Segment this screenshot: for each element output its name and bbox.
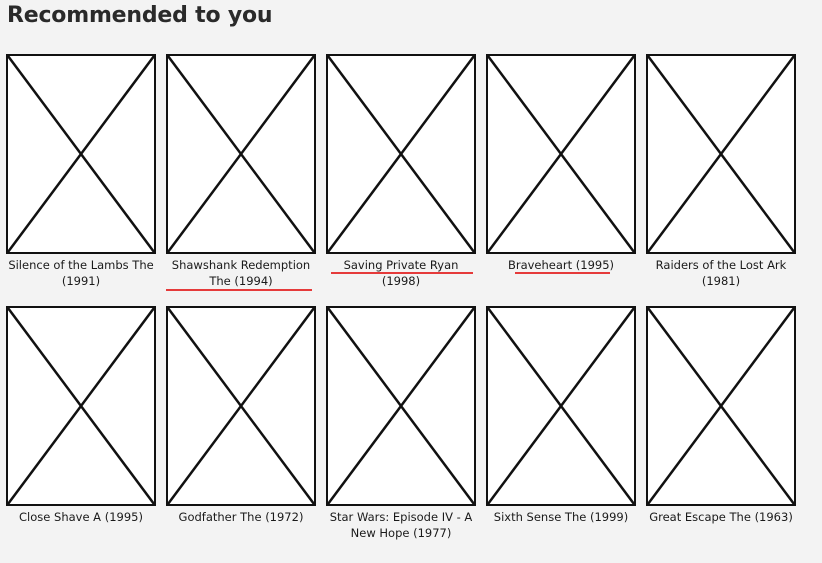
movie-title-link[interactable]: Sixth Sense The (1999) [493, 510, 629, 524]
movie-poster[interactable] [166, 54, 316, 254]
movie-card[interactable]: Shawshank Redemption The (1994) [166, 54, 316, 291]
broken-image-icon [488, 56, 634, 252]
movie-title-link[interactable]: Raiders of the Lost Ark (1981) [655, 258, 787, 288]
movie-row-1: Silence of the Lambs The (1991) Shawshan… [6, 54, 822, 306]
movie-poster[interactable] [646, 54, 796, 254]
movie-title[interactable]: Shawshank Redemption The (1994) [166, 257, 316, 289]
spellcheck-underline [166, 289, 312, 291]
broken-image-icon [488, 308, 634, 504]
movie-title[interactable]: Godfather The (1972) [166, 509, 316, 525]
movie-poster[interactable] [166, 306, 316, 506]
movie-card[interactable]: Godfather The (1972) [166, 306, 316, 525]
movie-card[interactable]: Silence of the Lambs The (1991) [6, 54, 156, 289]
movie-title[interactable]: Great Escape The (1963) [646, 509, 796, 525]
movie-poster[interactable] [646, 306, 796, 506]
broken-image-icon [168, 308, 314, 504]
broken-image-icon [168, 56, 314, 252]
movie-poster[interactable] [486, 306, 636, 506]
movie-card[interactable]: Saving Private Ryan (1998) [326, 54, 476, 289]
spellcheck-underline [515, 272, 610, 274]
movie-title[interactable]: Raiders of the Lost Ark (1981) [646, 257, 796, 289]
movie-title-link[interactable]: Great Escape The (1963) [649, 510, 793, 524]
movie-title[interactable]: Close Shave A (1995) [6, 509, 156, 525]
movie-card[interactable]: Star Wars: Episode IV - A New Hope (1977… [326, 306, 476, 541]
broken-image-icon [8, 56, 154, 252]
movie-poster[interactable] [486, 54, 636, 254]
broken-image-icon [648, 56, 794, 252]
spellcheck-underline [331, 272, 473, 274]
movie-card[interactable]: Close Shave A (1995) [6, 306, 156, 525]
movie-card[interactable]: Braveheart (1995) [486, 54, 636, 274]
movie-row-2: Close Shave A (1995) Godfather The (1972… [6, 306, 822, 558]
movie-poster[interactable] [326, 306, 476, 506]
movie-title[interactable]: Star Wars: Episode IV - A New Hope (1977… [326, 509, 476, 541]
movie-grid: Silence of the Lambs The (1991) Shawshan… [6, 54, 822, 558]
movie-title[interactable]: Saving Private Ryan (1998) [326, 257, 476, 289]
movie-title-link[interactable]: Silence of the Lambs The (1991) [8, 258, 154, 288]
movie-title-link[interactable]: Close Shave A (1995) [19, 510, 143, 524]
movie-title-link[interactable]: Star Wars: Episode IV - A New Hope (1977… [329, 510, 473, 540]
broken-image-icon [648, 308, 794, 504]
movie-title[interactable]: Braveheart (1995) [486, 257, 636, 273]
movie-title[interactable]: Silence of the Lambs The (1991) [6, 257, 156, 289]
broken-image-icon [8, 308, 154, 504]
movie-poster[interactable] [6, 306, 156, 506]
movie-title-link[interactable]: Braveheart (1995) [507, 258, 615, 272]
movie-card[interactable]: Raiders of the Lost Ark (1981) [646, 54, 796, 289]
movie-card[interactable]: Great Escape The (1963) [646, 306, 796, 525]
movie-title-link[interactable]: Saving Private Ryan (1998) [343, 258, 459, 288]
movie-title-link[interactable]: Godfather The (1972) [178, 510, 304, 524]
broken-image-icon [328, 308, 474, 504]
movie-card[interactable]: Sixth Sense The (1999) [486, 306, 636, 525]
page-title: Recommended to you [7, 3, 273, 28]
movie-poster[interactable] [6, 54, 156, 254]
broken-image-icon [328, 56, 474, 252]
movie-poster[interactable] [326, 54, 476, 254]
movie-title-link[interactable]: Shawshank Redemption The (1994) [171, 258, 311, 288]
movie-title[interactable]: Sixth Sense The (1999) [486, 509, 636, 525]
